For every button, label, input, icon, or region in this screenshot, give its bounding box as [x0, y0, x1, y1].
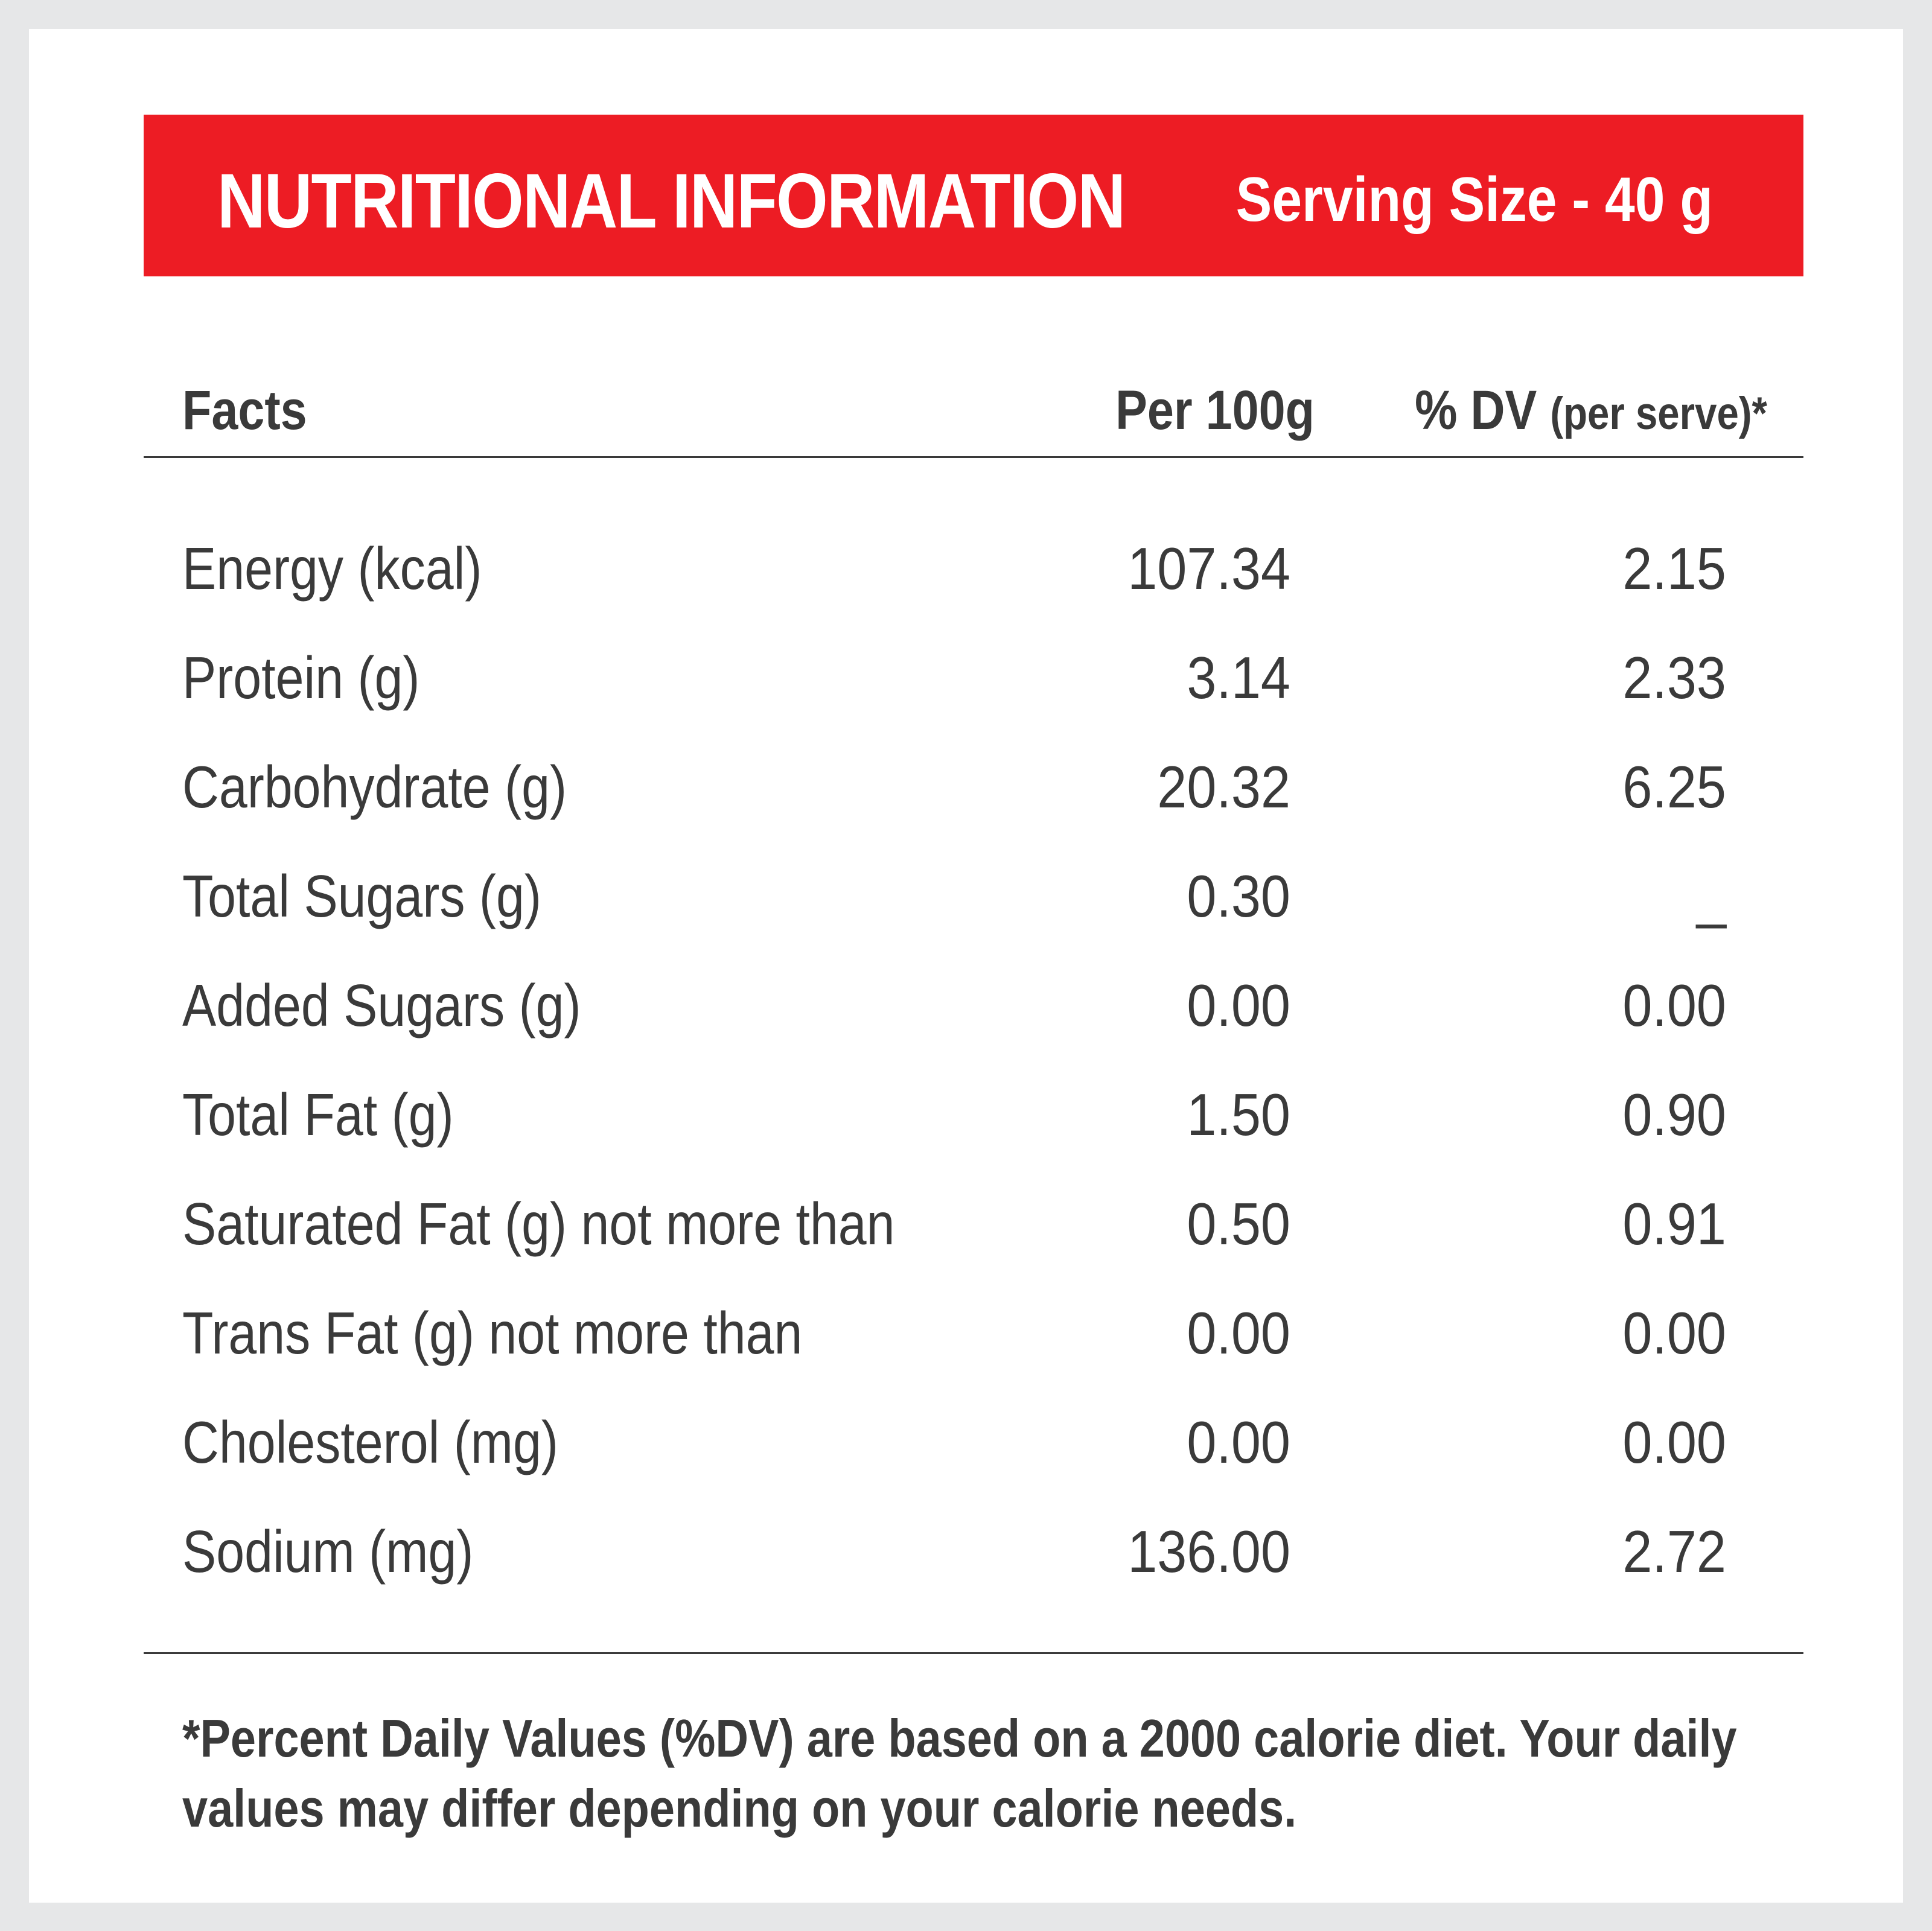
table-row: Saturated Fat (g) not more than 0.50 0.9…	[29, 1179, 1903, 1288]
dv-value: _	[1696, 863, 1726, 929]
per-100g-value: 3.14	[1187, 644, 1290, 711]
table-row: Carbohydrate (g) 20.32 6.25	[29, 742, 1903, 851]
dv-value: 0.91	[1622, 1191, 1726, 1257]
per-100g-value: 0.30	[1187, 863, 1290, 929]
nutrient-name: Trans Fat (g) not more than	[182, 1300, 803, 1366]
dv-value: 2.72	[1622, 1518, 1726, 1585]
footnote-line-1: *Percent Daily Values (%DV) are based on…	[182, 1708, 1737, 1768]
per-100g-value: 0.00	[1187, 1300, 1290, 1366]
nutrient-name: Total Sugars (g)	[182, 863, 541, 929]
per-100g-value: 136.00	[1127, 1518, 1290, 1585]
nutrient-name: Sodium (mg)	[182, 1518, 474, 1585]
table-row: Sodium (mg) 136.00 2.72	[29, 1507, 1903, 1616]
table-row: Added Sugars (g) 0.00 0.00	[29, 961, 1903, 1070]
dv-value: 2.15	[1622, 535, 1726, 602]
footnote: *Percent Daily Values (%DV) are based on…	[182, 1704, 1765, 1844]
column-header-facts: Facts	[182, 380, 307, 441]
per-100g-value: 0.50	[1187, 1191, 1290, 1257]
table-row: Total Sugars (g) 0.30 _	[29, 851, 1903, 961]
label-title: NUTRITIONAL INFORMATION	[217, 158, 1126, 244]
nutrient-name: Energy (kcal)	[182, 535, 482, 602]
table-row: Protein (g) 3.14 2.33	[29, 633, 1903, 742]
per-100g-value: 1.50	[1187, 1081, 1290, 1148]
nutrient-name: Cholesterol (mg)	[182, 1409, 558, 1475]
nutrient-table: Energy (kcal) 107.34 2.15 Protein (g) 3.…	[29, 524, 1903, 1616]
dv-value: 0.90	[1622, 1081, 1726, 1148]
column-header-dv: % DV (per serve)*	[1404, 379, 1767, 442]
dv-value: 0.00	[1622, 972, 1726, 1039]
table-row: Energy (kcal) 107.34 2.15	[29, 524, 1903, 633]
nutrient-name: Added Sugars (g)	[182, 972, 581, 1039]
table-row: Cholesterol (mg) 0.00 0.00	[29, 1398, 1903, 1507]
nutrition-label-card: NUTRITIONAL INFORMATION Serving Size - 4…	[29, 29, 1903, 1903]
per-100g-value: 107.34	[1127, 535, 1290, 602]
footer-divider	[144, 1652, 1803, 1654]
table-row: Trans Fat (g) not more than 0.00 0.00	[29, 1288, 1903, 1398]
dv-value: 0.00	[1622, 1300, 1726, 1366]
column-header-dv-main: % DV	[1415, 380, 1537, 441]
nutrient-name: Saturated Fat (g) not more than	[182, 1191, 895, 1257]
title-banner: NUTRITIONAL INFORMATION Serving Size - 4…	[144, 115, 1803, 276]
per-100g-value: 0.00	[1187, 972, 1290, 1039]
table-row: Total Fat (g) 1.50 0.90	[29, 1070, 1903, 1179]
nutrient-name: Total Fat (g)	[182, 1081, 454, 1148]
serving-size: Serving Size - 40 g	[1235, 165, 1713, 235]
footnote-line-2: values may differ depending on your calo…	[182, 1778, 1297, 1838]
nutrient-name: Protein (g)	[182, 644, 420, 711]
header-divider	[144, 456, 1803, 458]
dv-value: 0.00	[1622, 1409, 1726, 1475]
dv-value: 2.33	[1622, 644, 1726, 711]
column-header-dv-sub: (per serve)*	[1550, 388, 1767, 439]
per-100g-value: 20.32	[1157, 754, 1290, 820]
column-header-per-100g: Per 100g	[1115, 380, 1315, 441]
per-100g-value: 0.00	[1187, 1409, 1290, 1475]
dv-value: 6.25	[1622, 754, 1726, 820]
nutrient-name: Carbohydrate (g)	[182, 754, 567, 820]
